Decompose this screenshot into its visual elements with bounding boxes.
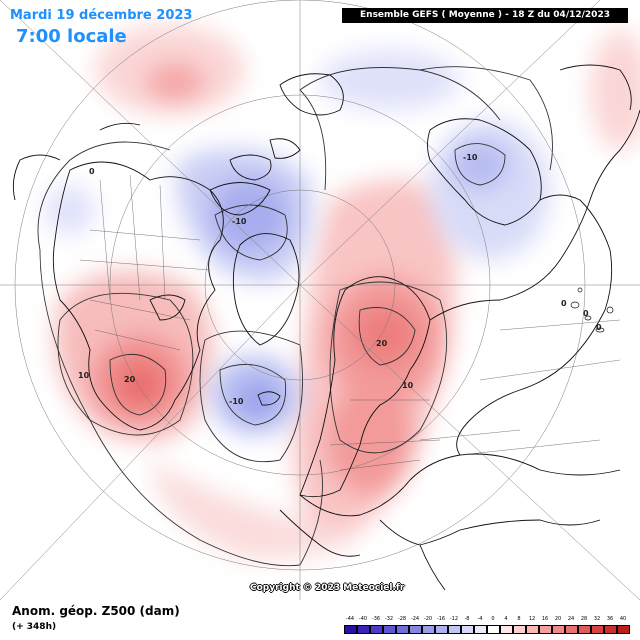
legend-tick-label: -24 [410, 616, 420, 622]
legend-tick-label: 24 [567, 616, 575, 622]
contour-label: 10 [402, 381, 414, 390]
legend-color-swatch [409, 625, 422, 634]
legend-color-swatch [552, 625, 565, 634]
contour-label: 10 [78, 371, 90, 380]
legend-tick-label: -20 [423, 616, 433, 622]
legend-color-swatch [539, 625, 552, 634]
legend-tick-label: 32 [593, 616, 601, 622]
legend-color-swatch [422, 625, 435, 634]
local-time-title: 7:00 locale [16, 26, 127, 47]
legend-color-swatch [487, 625, 500, 634]
legend-tick-label: 4 [504, 616, 508, 622]
legend-color-swatch [344, 625, 357, 634]
asian-lakes [570, 287, 614, 333]
model-run-banner: Ensemble GEFS ( Moyenne ) - 18 Z du 04/1… [342, 8, 628, 23]
legend-tick-label: -4 [477, 616, 483, 622]
legend-color-swatch [474, 625, 487, 634]
positive-anomaly-shading [55, 25, 640, 560]
valid-date-title: Mardi 19 décembre 2023 [10, 8, 193, 23]
legend-color-swatch [565, 625, 578, 634]
legend-tick-label: 40 [619, 616, 627, 622]
legend-tick-label: 36 [606, 616, 614, 622]
contour-label: 20 [376, 339, 388, 348]
contour-label: 20 [124, 375, 136, 384]
contour-label-layer: 0 -10 -10 -10 10 20 20 10 0 0 0 [78, 153, 602, 406]
color-scale-legend: -44 -40 -36 -32 -28 -24 -20 -16 -12 -8 -4 0 4 8 12 16 20… [344, 616, 632, 638]
legend-tick-label: -8 [464, 616, 470, 622]
contour-label: 0 [583, 309, 589, 318]
negative-anomaly-shading [45, 50, 550, 435]
legend-color-swatch [461, 625, 474, 634]
legend-tick-label: -16 [436, 616, 446, 622]
legend-color-swatch [617, 625, 630, 634]
legend-color-swatch [396, 625, 409, 634]
legend-tick-label: -36 [371, 616, 381, 622]
legend-color-swatch [383, 625, 396, 634]
legend-color-swatch [500, 625, 513, 634]
legend-color-swatch [448, 625, 461, 634]
coastlines [12, 64, 640, 591]
legend-color-swatch [435, 625, 448, 634]
legend-color-swatch [357, 625, 370, 634]
legend-tick-label: -12 [449, 616, 459, 622]
legend-tick-label: 0 [491, 616, 495, 622]
political-borders [79, 174, 621, 471]
legend-tick-label: -28 [397, 616, 407, 622]
legend-color-swatch [526, 625, 539, 634]
legend-tick-label: -44 [345, 616, 355, 622]
legend-tick-label: -32 [384, 616, 394, 622]
product-title: Anom. géop. Z500 (dam) [12, 604, 180, 618]
legend-color-swatch [578, 625, 591, 634]
anomaly-contours [37, 66, 553, 567]
legend-tick-label: 20 [554, 616, 562, 622]
legend-tick-label: 28 [580, 616, 588, 622]
legend-tick-label: 16 [541, 616, 549, 622]
contour-label: -10 [229, 397, 244, 406]
legend-color-swatch [370, 625, 383, 634]
legend-tick-label: -40 [358, 616, 368, 622]
legend-color-swatch [604, 625, 617, 634]
contour-label: 0 [89, 167, 95, 176]
shading-layer [0, 0, 640, 600]
contour-label: 0 [561, 299, 567, 308]
contour-label: -10 [232, 217, 247, 226]
legend-color-swatch [513, 625, 526, 634]
legend-tick-label: 12 [528, 616, 536, 622]
copyright-notice: Copyright © 2023 Meteociel.fr [250, 583, 405, 593]
legend-tick-label: 8 [517, 616, 521, 622]
legend-color-swatch [591, 625, 604, 634]
contour-label: -10 [463, 153, 478, 162]
forecast-lead-time: (+ 348h) [12, 622, 57, 632]
contour-label: 0 [596, 323, 602, 332]
